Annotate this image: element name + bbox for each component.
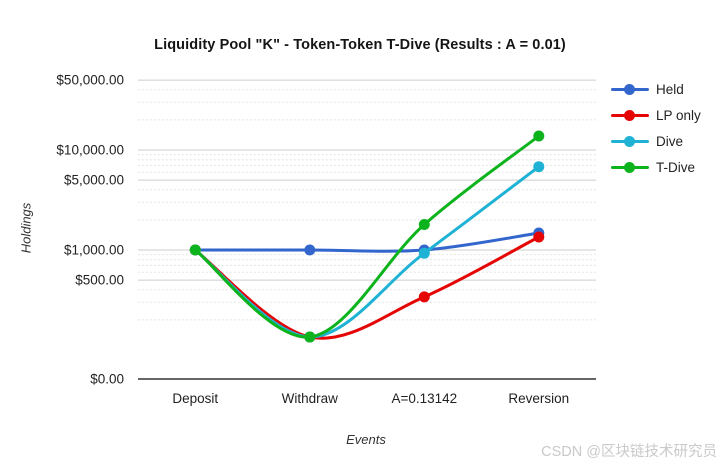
data-point-lp-only [533, 231, 545, 243]
y-axis-title: Holdings [18, 202, 34, 254]
watermark: CSDN @区块链技术研究员 [541, 444, 717, 460]
x-category-label: Deposit [172, 391, 218, 406]
y-tick-label: $500.00 [75, 273, 124, 288]
y-tick-label: $5,000.00 [64, 173, 124, 188]
y-tick-label: $50,000.00 [56, 73, 124, 88]
y-tick-label: $0.00 [90, 372, 124, 387]
data-point-dive [533, 161, 545, 173]
legend: Held LP only Dive T-Dive [611, 76, 701, 180]
legend-label: LP only [656, 107, 701, 123]
x-axis-title: Events [346, 432, 386, 447]
series-line-t-dive [193, 134, 541, 339]
data-point-t-dive [189, 244, 201, 256]
data-point-lp-only [418, 291, 430, 303]
series-line-held [193, 231, 541, 253]
data-point-t-dive [533, 130, 545, 142]
x-category-label: A=0.13142 [391, 391, 457, 406]
held-series-marker-icon [611, 83, 649, 95]
x-category-label: Reversion [508, 391, 569, 406]
chart-title: Liquidity Pool "K" - Token-Token T-Dive … [154, 37, 566, 53]
legend-item-held: Held [611, 76, 701, 102]
legend-item-lp-only: LP only [611, 102, 701, 128]
y-tick-label: $10,000.00 [56, 143, 124, 158]
legend-label: Held [656, 81, 684, 97]
legend-label: Dive [656, 133, 684, 149]
data-point-dive [418, 247, 430, 259]
x-category-label: Withdraw [282, 391, 339, 406]
t-dive-series-marker-icon [611, 161, 649, 173]
legend-item-t-dive: T-Dive [611, 154, 701, 180]
legend-label: T-Dive [656, 159, 696, 175]
series-line-lp-only [193, 235, 541, 340]
y-tick-label: $1,000.00 [64, 243, 124, 258]
data-point-held [304, 244, 316, 256]
data-point-t-dive [418, 219, 430, 230]
dive-series-marker-icon [611, 135, 649, 147]
data-point-t-dive [304, 331, 316, 343]
legend-item-dive: Dive [611, 128, 701, 154]
lp-only-series-marker-icon [611, 109, 649, 121]
